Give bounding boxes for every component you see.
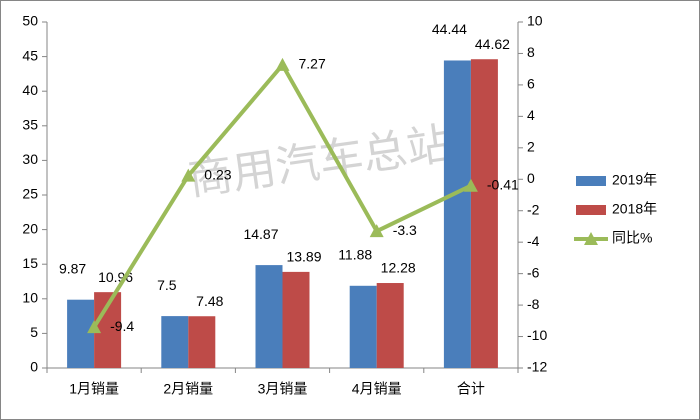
data-label: 7.27 [299,56,326,72]
bar [443,60,471,369]
legend-label: 同比% [612,230,652,246]
data-label: 44.44 [432,21,467,37]
y-tick-label: 25 [22,186,38,202]
y-tick-label: 0 [30,359,38,375]
y2-tick-label: -2 [527,201,540,217]
x-tick-label: 1月销量 [69,381,119,397]
legend-label: 2019年 [612,172,657,188]
x-tick-label: 合计 [457,381,485,397]
y2-tick-label: -10 [527,327,547,343]
data-label: 14.87 [243,226,278,242]
line-marker [463,178,478,192]
y-tick-label: 10 [22,290,38,306]
legend-swatch [584,232,598,245]
data-label: -3.3 [393,222,417,238]
bar [376,283,404,368]
y2-tick-label: -8 [527,296,540,312]
y-tick-label: 5 [30,324,38,340]
y-tick-label: 20 [22,220,38,236]
line-marker [275,57,290,71]
y-tick-label: 15 [22,255,38,271]
data-label: 11.88 [338,246,372,262]
bar [188,316,216,368]
bar [470,59,498,368]
y2-tick-label: 10 [527,13,543,29]
legend-swatch [576,176,606,186]
y2-tick-label: 0 [527,170,535,186]
y-tick-label: 45 [22,47,38,63]
data-label: 9.87 [59,260,86,276]
y-tick-label: 50 [22,13,38,29]
y-tick-label: 40 [22,82,38,98]
data-label: -0.41 [487,176,519,192]
data-label: 0.23 [204,166,231,182]
bar [349,285,377,368]
data-label: 12.28 [381,260,416,276]
line-marker [369,224,384,238]
y2-tick-label: 6 [527,76,535,92]
x-tick-label: 4月销量 [352,381,402,397]
x-tick-label: 3月销量 [258,381,308,397]
bar [67,299,95,368]
y2-tick-label: 2 [527,139,535,155]
legend-swatch [576,205,606,215]
data-label: 7.48 [196,293,223,309]
data-label: 44.62 [475,36,510,52]
y-tick-label: 30 [22,151,38,167]
legend-label: 2018年 [612,201,657,217]
y2-tick-label: -4 [527,233,540,249]
y-tick-label: 35 [22,117,38,133]
y2-tick-label: 8 [527,44,535,60]
bar [255,265,283,368]
y2-tick-label: -12 [527,359,547,375]
line-marker [87,320,102,334]
bar [161,316,189,368]
x-tick-label: 2月销量 [163,381,213,397]
y2-tick-label: -6 [527,264,540,280]
line-marker [181,168,196,182]
y2-tick-label: 4 [527,107,535,123]
bar [282,271,310,368]
data-label: 7.5 [157,277,177,293]
data-label: -9.4 [110,318,134,334]
data-label: 13.89 [286,249,321,265]
